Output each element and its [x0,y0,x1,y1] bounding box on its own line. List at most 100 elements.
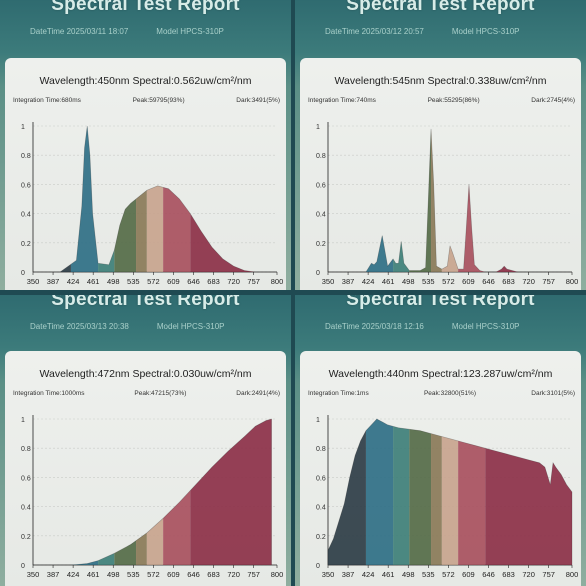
report-panel-2: Spectral Test Report DateTime 2025/03/12… [295,0,586,290]
y-tick-label: 0.4 [316,212,326,219]
report-datetime: DateTime 2025/03/12 20:57 [325,27,424,36]
integration-time: Integration Time:1ms [308,390,369,397]
measurement-info: Integration Time:1000ms Peak:47215(73%) … [13,390,280,397]
y-tick-label: 0.8 [316,446,326,453]
peak-value: Peak:59795(93%) [132,97,185,104]
x-tick-label: 535 [422,570,435,579]
x-tick-label: 535 [127,570,140,579]
spectrum-card: Wavelength:472nm Spectral:0.030uw/cm²/nm… [5,351,286,586]
y-tick-label: 0.2 [316,534,326,541]
y-tick-label: 0.6 [316,182,326,189]
spectrum-line [328,128,572,273]
spectrum-line [327,418,573,566]
x-tick-label: 609 [462,570,475,579]
x-tick-label: 461 [382,277,395,286]
y-tick-label: 0.2 [316,241,326,248]
x-tick-label: 720 [227,570,240,579]
x-tick-label: 800 [271,277,284,286]
x-tick-label: 646 [482,277,495,286]
x-tick-label: 609 [167,570,180,579]
integration-time: Integration Time:740ms [308,97,376,104]
spectrum-band [190,419,272,565]
y-tick-label: 0.6 [21,182,31,189]
wavelength-readout: Wavelength:440nm Spectral:123.287uw/cm²/… [328,368,553,380]
spectrum-chart-1: 0 0.2 0.4 0.6 0.8 1 350 387 424 461 498 535 572 609 64… [21,122,284,286]
x-tick-label: 572 [147,570,160,579]
x-tick-label: 646 [187,570,200,579]
report-meta: DateTime 2025/03/12 20:57 Model HPCS-310… [325,27,576,36]
spectrum-band [431,419,442,565]
spectrum-band [146,419,164,565]
spectrum-chart-4: 0 0.2 0.4 0.6 0.8 1 350 387 424 461 498 535 572 609 64… [316,415,579,579]
report-meta: DateTime 2025/03/13 20:38 Model HPCS-310… [30,322,281,331]
x-tick-label: 461 [382,570,395,579]
report-model: Model HPCS-310P [156,27,224,36]
x-tick-label: 720 [227,277,240,286]
report-title: Spectral Test Report [51,0,240,15]
spectrum-band [98,419,115,565]
x-tick-label: 424 [67,570,80,579]
y-tick-label: 0.2 [21,534,31,541]
y-tick-label: 1 [21,417,25,424]
spectrum-band [70,419,99,565]
peak-value: Peak:32800(51%) [423,390,477,397]
wavelength-readout: Wavelength:545nm Spectral:0.338uw/cm²/nm [334,75,547,87]
x-tick-label: 646 [482,570,495,579]
wavelength-readout: Wavelength:472nm Spectral:0.030uw/cm²/nm [39,368,252,380]
report-title: Spectral Test Report [346,0,535,15]
spectrum-band [98,126,115,272]
x-tick-label: 535 [422,277,435,286]
spectrum-area [33,419,272,565]
y-tick-label: 0 [316,563,320,570]
report-datetime: DateTime 2025/03/11 18:07 [30,27,129,36]
integration-time: Integration Time:680ms [13,97,81,104]
y-tick-label: 0.4 [316,505,326,512]
spectrum-area [328,128,572,272]
x-tick-label: 757 [247,277,260,286]
x-tick-label: 572 [147,277,160,286]
x-tick-label: 683 [207,277,220,286]
y-tick-label: 0 [21,270,25,277]
y-tick-label: 0 [21,563,25,570]
spectrum-band [458,419,486,565]
spectrum-card: Wavelength:440nm Spectral:123.287uw/cm²/… [300,351,581,586]
x-tick-label: 800 [566,570,579,579]
x-tick-label: 609 [462,277,475,286]
spectrum-band [33,126,71,272]
spectrum-band [393,419,410,565]
spectrum-area [33,126,277,272]
x-tick-label: 646 [187,277,200,286]
dark-value: Dark:2491(4%) [236,390,280,397]
x-tick-label: 572 [442,570,455,579]
spectrum-band [146,126,164,272]
y-tick-label: 0.8 [21,153,31,160]
spectrum-band [163,126,191,272]
report-meta: DateTime 2025/03/11 18:07 Model HPCS-310… [30,27,281,36]
x-tick-label: 498 [107,570,120,579]
x-tick-label: 350 [322,570,335,579]
x-tick-label: 572 [442,277,455,286]
spectrum-area [328,419,572,565]
dark-value: Dark:2745(4%) [531,97,575,104]
spectrum-card: Wavelength:450nm Spectral:0.562uw/cm²/nm… [5,58,286,290]
report-model: Model HPCS-310P [451,27,520,36]
dark-value: Dark:3101(5%) [531,390,575,397]
x-tick-label: 800 [566,277,579,286]
peak-value: Peak:55295(86%) [427,97,480,104]
measurement-info: Integration Time:1ms Peak:32800(51%) Dar… [308,390,575,397]
y-tick-label: 0.8 [316,153,326,160]
measurement-info: Integration Time:680ms Peak:59795(93%) D… [13,97,280,104]
y-tick-label: 0.4 [21,212,31,219]
wavelength-readout: Wavelength:450nm Spectral:0.562uw/cm²/nm [39,75,252,87]
x-tick-label: 720 [522,277,535,286]
y-tick-label: 0.8 [21,446,31,453]
y-tick-label: 0.4 [21,505,31,512]
y-tick-label: 0.6 [21,475,31,482]
x-tick-label: 683 [207,570,220,579]
x-tick-label: 387 [342,570,355,579]
x-tick-label: 424 [362,570,375,579]
x-tick-label: 683 [502,570,515,579]
peak-value: Peak:47215(73%) [134,390,187,397]
x-tick-label: 535 [127,277,140,286]
spectrum-band [136,419,147,565]
